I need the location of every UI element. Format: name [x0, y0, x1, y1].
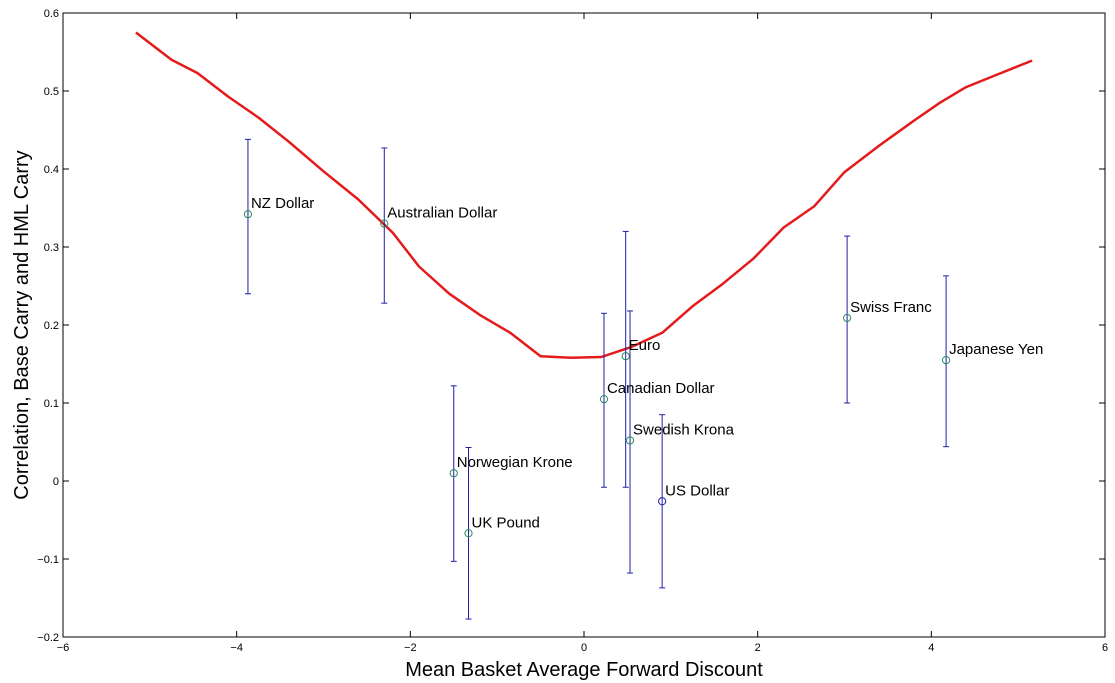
data-point [843, 313, 852, 323]
point-label: NZ Dollar [251, 195, 314, 212]
y-tick-label: 0.4 [44, 164, 59, 176]
error-bars-layer [244, 138, 950, 620]
y-tick-label: 0.6 [44, 8, 59, 20]
data-point [599, 395, 609, 404]
data-point [658, 497, 667, 506]
point-labels-layer: NZ Dollar Australian Dollar Norwegian Kron… [251, 195, 1043, 531]
fit-line-layer [135, 31, 1033, 360]
x-tick-label: 0 [581, 642, 587, 654]
y-tick-label: 0.1 [44, 398, 59, 410]
point-label: Swedish Krona [633, 421, 735, 438]
point-label: Japanese Yen [949, 341, 1043, 358]
data-point [243, 210, 253, 219]
point-label: Euro [629, 337, 661, 354]
data-point [464, 529, 473, 538]
y-tick-label: 0.2 [44, 320, 59, 332]
x-axis-label: Mean Basket Average Forward Discount [405, 659, 763, 681]
x-tick-label: −4 [230, 642, 243, 654]
data-point [621, 352, 630, 361]
data-point [625, 436, 635, 445]
x-tick-label: −6 [57, 642, 70, 654]
x-tick-label: 6 [1102, 642, 1108, 654]
point-label: Australian Dollar [387, 205, 497, 222]
y-tick-label: 0.5 [44, 86, 59, 98]
y-tick-label: 0 [53, 476, 59, 488]
x-tick-label: −2 [404, 642, 417, 654]
fit-line [135, 31, 1033, 360]
axes [62, 12, 1106, 638]
y-tick-label: 0.3 [44, 242, 59, 254]
x-tick-label: 2 [755, 642, 761, 654]
ticks: −6 −4 −2 0 2 4 6 −0.2 −0.1 0 0.1 0.2 0.3 0.4 0.5 0.6 [37, 8, 1108, 654]
plot-frame [62, 12, 1106, 638]
point-label: US Dollar [665, 482, 729, 499]
point-label: UK Pound [472, 514, 540, 531]
y-tick-label: −0.2 [37, 632, 59, 644]
data-point [380, 219, 389, 228]
point-label: Norwegian Krone [457, 454, 573, 471]
data-point [449, 469, 458, 478]
point-label: Swiss Franc [850, 299, 932, 316]
x-tick-label: 4 [928, 642, 934, 654]
y-tick-label: −0.1 [37, 554, 59, 566]
points-layer [243, 210, 951, 538]
y-axis-label: Correlation, Base Carry and HML Carry [11, 150, 33, 499]
data-point [941, 356, 951, 365]
point-label: Canadian Dollar [607, 380, 715, 397]
